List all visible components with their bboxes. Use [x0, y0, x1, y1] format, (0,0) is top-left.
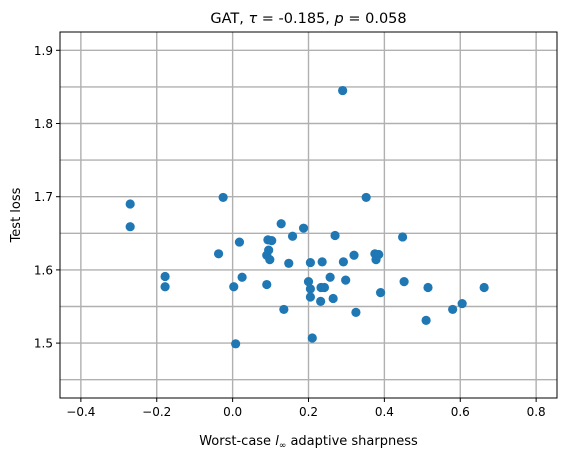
x-ticks: −0.4 −0.2 0.0 0.2 0.4 0.6 0.8 [66, 398, 546, 419]
data-point [305, 292, 315, 302]
data-point [160, 271, 170, 282]
data-point [125, 199, 135, 209]
data-point [448, 304, 458, 315]
x-tick-label: 0.6 [451, 405, 470, 419]
xlabel-l-symbol: l [275, 434, 279, 449]
data-point [218, 192, 228, 203]
xlabel-l-sub: ∞ [279, 441, 287, 451]
data-point [237, 272, 247, 282]
title-tau-value: = -0.185, [257, 11, 334, 27]
title-p-symbol: p [334, 11, 344, 27]
data-point [423, 282, 433, 293]
data-point [351, 307, 361, 317]
data-point [330, 230, 340, 241]
data-point [328, 293, 338, 304]
xlabel-prefix: Worst-case [199, 434, 275, 449]
x-axis-label: Worst-case l∞ adaptive sharpness [199, 434, 418, 451]
data-point [307, 333, 317, 343]
data-point [160, 282, 170, 292]
data-point [316, 296, 326, 306]
data-point [231, 339, 241, 349]
data-point [349, 250, 359, 260]
data-point [338, 85, 348, 96]
data-point [457, 298, 467, 309]
grid-layer [60, 32, 557, 398]
data-point [276, 219, 286, 229]
x-tick-label: 0.0 [223, 405, 242, 419]
y-axis-label: Test loss [9, 187, 24, 243]
data-point [284, 258, 294, 268]
data-point [287, 231, 298, 241]
data-point [279, 304, 289, 315]
data-point [399, 277, 409, 287]
data-point [305, 284, 315, 294]
data-point [262, 279, 272, 290]
data-point [325, 272, 335, 282]
y-tick-label: 1.7 [34, 190, 53, 204]
y-tick-label: 1.5 [34, 337, 53, 351]
xlabel-suffix: adaptive sharpness [286, 434, 418, 449]
data-point [319, 282, 330, 293]
x-tick-label: −0.4 [66, 405, 95, 419]
data-point [397, 232, 408, 242]
data-point [303, 277, 314, 287]
x-tick-label: 0.2 [299, 405, 318, 419]
points-layer [125, 85, 489, 349]
x-tick-label: 0.4 [375, 405, 394, 419]
title-prefix: GAT, [210, 11, 248, 27]
data-point [234, 237, 245, 247]
title-p-value: = 0.058 [344, 11, 407, 27]
x-tick-label: 0.8 [527, 405, 546, 419]
data-point [479, 282, 489, 293]
data-point [338, 257, 349, 267]
data-point [229, 282, 239, 292]
data-point [213, 249, 224, 259]
data-point [267, 236, 277, 246]
y-tick-label: 1.8 [34, 117, 53, 131]
data-point [298, 223, 309, 233]
y-tick-label: 1.9 [34, 44, 53, 58]
data-point [317, 257, 327, 267]
data-point [305, 257, 315, 268]
data-point [375, 287, 386, 298]
data-point [361, 192, 371, 203]
data-point [125, 222, 135, 232]
data-point [264, 245, 274, 255]
chart-title: GAT, τ = -0.185, p = 0.058 [210, 11, 406, 27]
y-tick-label: 1.6 [34, 263, 53, 277]
data-point [265, 255, 275, 265]
x-tick-label: −0.2 [142, 405, 171, 419]
data-point [374, 249, 384, 260]
title-tau-symbol: τ [248, 11, 257, 27]
data-point [421, 315, 431, 326]
data-point [341, 275, 351, 285]
y-ticks: 1.5 1.6 1.7 1.8 1.9 [34, 44, 60, 351]
